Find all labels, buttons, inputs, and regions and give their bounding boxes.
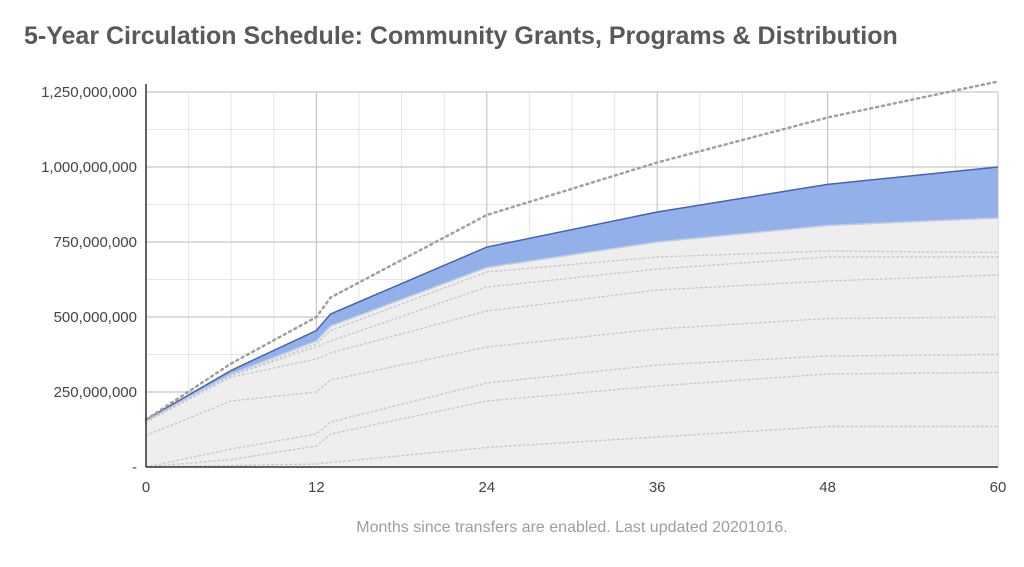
x-tick-label: 12 bbox=[308, 479, 325, 496]
series-line bbox=[145, 217, 999, 422]
x-tick-labels: 0 12 24 36 48 60 bbox=[142, 479, 1007, 496]
series-areas bbox=[146, 167, 998, 467]
x-axis-label: Months since transfers are enabled. Last… bbox=[356, 519, 788, 536]
x-tick-label: 24 bbox=[478, 479, 495, 496]
x-tick-label: 36 bbox=[649, 479, 666, 496]
y-tick-labels: - 250,000,000 500,000,000 750,000,000 1,000,… bbox=[41, 84, 137, 476]
series-line-dotted bbox=[145, 256, 999, 422]
series-line-dotted bbox=[145, 274, 999, 423]
series-area bbox=[146, 218, 998, 467]
axes bbox=[145, 84, 998, 468]
series-line bbox=[145, 166, 999, 421]
y-tick-label: 250,000,000 bbox=[54, 384, 137, 401]
y-tick-label: 1,000,000,000 bbox=[41, 159, 137, 176]
series-line-dotted bbox=[144, 80, 1000, 421]
x-tick-label: 60 bbox=[990, 479, 1007, 496]
chart-title: 5-Year Circulation Schedule: Community G… bbox=[24, 22, 898, 50]
series-line-dotted bbox=[145, 353, 999, 468]
y-tick-label: 1,250,000,000 bbox=[41, 84, 137, 101]
series-line-dotted bbox=[145, 425, 999, 468]
y-tick-label: 750,000,000 bbox=[54, 234, 137, 251]
y-tick-label: 500,000,000 bbox=[54, 309, 137, 326]
series-line-dotted bbox=[145, 316, 999, 437]
series-lines bbox=[144, 80, 1000, 468]
y-tick-label: - bbox=[132, 459, 137, 476]
x-tick-label: 0 bbox=[142, 479, 150, 496]
series-line-dotted bbox=[145, 371, 999, 468]
x-tick-label: 48 bbox=[819, 479, 836, 496]
series-line-dotted bbox=[145, 250, 999, 422]
